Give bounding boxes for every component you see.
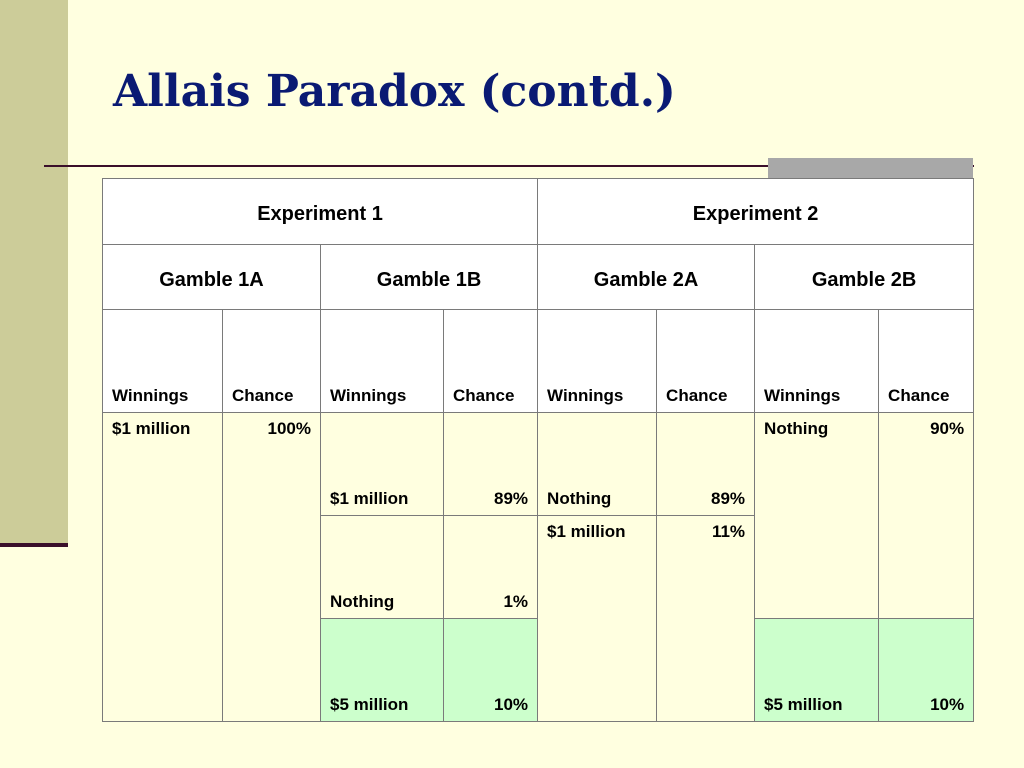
experiment-2-header: Experiment 2: [537, 178, 975, 245]
accent-bar: [768, 158, 973, 178]
gamble-2a-chance: 11%: [656, 515, 756, 722]
column-header: Winnings: [754, 309, 880, 413]
gamble-2b-chance: 10%: [878, 618, 975, 722]
column-header-row: Winnings Chance Winnings Chance Winnings…: [102, 309, 975, 413]
side-decor-rule: [0, 543, 68, 547]
gamble-2b-winnings: Nothing: [754, 412, 880, 619]
gamble-2b-chance: 90%: [878, 412, 975, 619]
column-header: Winnings: [320, 309, 444, 413]
table-row: $1 million 100% $1 million 89% Nothing 8…: [102, 412, 975, 722]
gamble-2a-winnings: Nothing: [537, 412, 658, 516]
side-decor-bar: [0, 0, 68, 545]
gamble-2b-header: Gamble 2B: [754, 244, 975, 310]
gamble-2b-winnings: $5 million: [754, 618, 880, 722]
gamble-1b-chance: 10%: [442, 618, 539, 722]
gamble-1b-winnings: Nothing: [320, 515, 444, 619]
gamble-1a-winnings: $1 million: [102, 412, 223, 722]
gamble-2a-chance: 89%: [656, 412, 756, 516]
column-header: Chance: [442, 309, 539, 413]
gamble-1b-winnings: $5 million: [320, 618, 444, 722]
table-row: Nothing 1% $1 million 11%: [103, 515, 974, 722]
gamble-1a-header: Gamble 1A: [102, 244, 321, 310]
gamble-1b-winnings: $1 million: [320, 412, 444, 516]
column-header: Chance: [656, 309, 756, 413]
gamble-2a-header: Gamble 2A: [537, 244, 756, 310]
allais-table: Experiment 1 Experiment 2 Gamble 1A Gamb…: [101, 178, 975, 722]
gamble-1b-chance: 89%: [442, 412, 539, 516]
table-row: $5 million 10% $5 million 10%: [103, 618, 975, 722]
experiment-1-header: Experiment 1: [101, 178, 539, 245]
gamble-header-row: Gamble 1A Gamble 1B Gamble 2A Gamble 2B: [102, 244, 975, 310]
column-header: Winnings: [102, 309, 223, 413]
gamble-2a-winnings: $1 million: [537, 515, 658, 722]
column-header: Chance: [222, 309, 321, 413]
column-header: Chance: [878, 309, 975, 413]
column-header: Winnings: [537, 309, 658, 413]
slide-title: Allais Paradox (contd.): [113, 66, 676, 117]
title-divider: [44, 165, 974, 167]
gamble-1b-header: Gamble 1B: [319, 244, 539, 310]
gamble-1a-chance: 100%: [222, 412, 321, 722]
experiment-header-row: Experiment 1 Experiment 2: [101, 178, 975, 245]
gamble-1b-chance: 1%: [442, 515, 539, 619]
